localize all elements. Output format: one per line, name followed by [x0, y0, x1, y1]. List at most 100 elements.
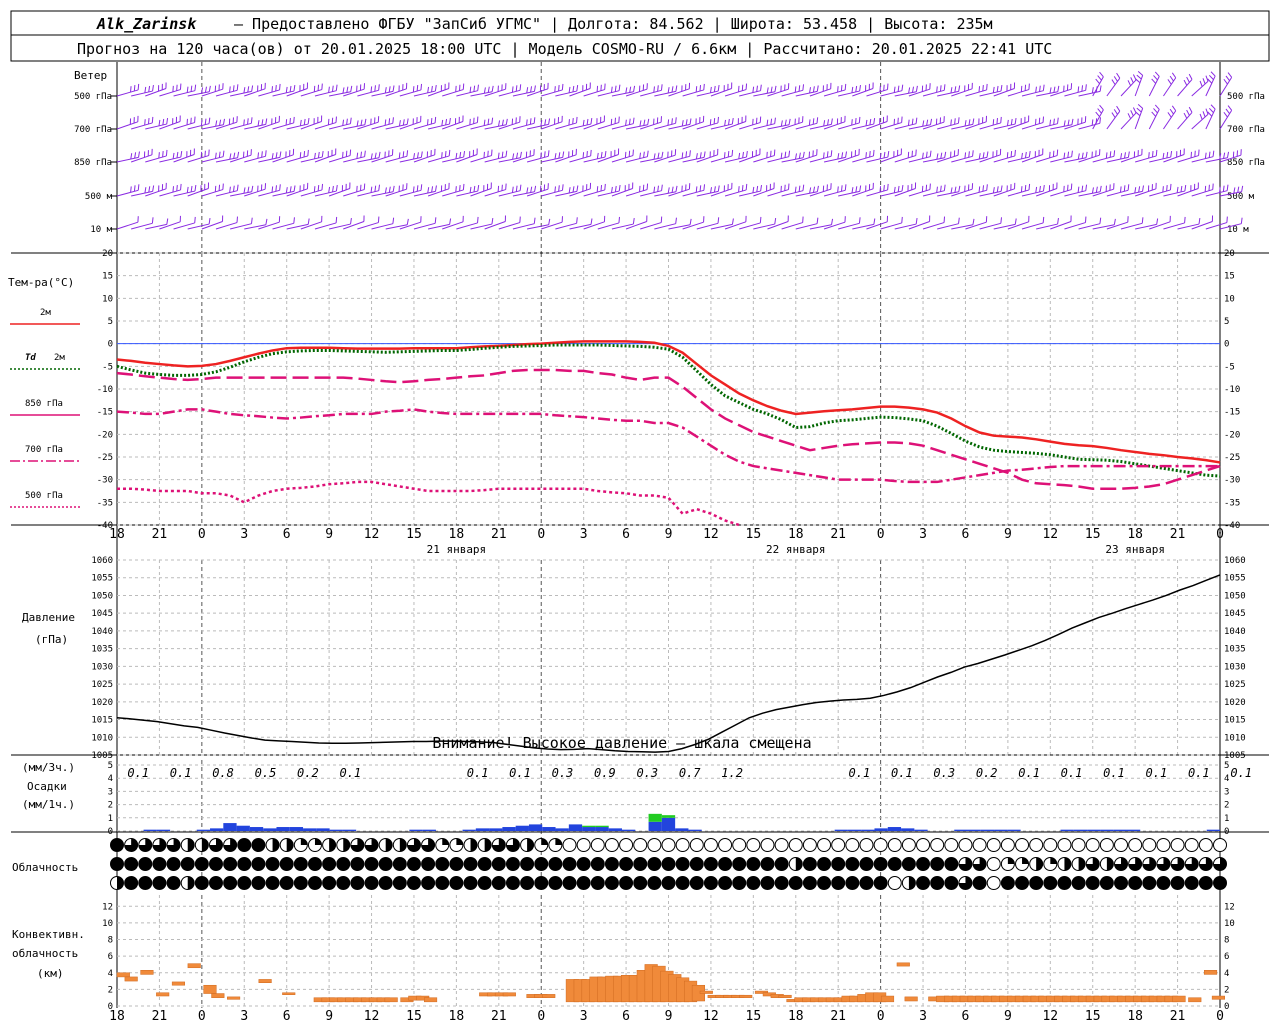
cloud-symbol — [435, 857, 450, 871]
wind-barb — [329, 218, 352, 230]
wind-barb — [625, 183, 649, 197]
prec-ytick-right: 4 — [1224, 774, 1229, 784]
conv-bar — [384, 997, 398, 1003]
wind-barb — [456, 148, 478, 163]
cloud-symbol — [944, 838, 959, 852]
wind-barb — [696, 148, 719, 163]
wind-barb — [555, 185, 579, 197]
wind-barb — [640, 151, 664, 163]
cloud-symbol — [930, 838, 945, 852]
prec-sum-3h: 0.1 — [891, 766, 913, 780]
wind-barb — [1050, 183, 1073, 197]
wind-barb — [597, 185, 621, 197]
wind-barb — [555, 148, 577, 163]
wind-barb — [314, 116, 337, 130]
wind-barb — [922, 84, 946, 97]
cloud-symbol — [293, 876, 308, 890]
wind-barb — [286, 149, 309, 163]
wind-barb — [767, 150, 791, 163]
wind-barb — [555, 217, 578, 230]
wind-level-label-right: 500 гПа — [1227, 92, 1265, 102]
prec-sum-3h: 0.8 — [212, 766, 234, 780]
wind-barb — [682, 115, 705, 130]
wind-barb — [371, 117, 394, 130]
cloud-symbol — [124, 838, 139, 852]
wind-barb — [244, 183, 267, 197]
cloud-symbol — [406, 838, 421, 852]
wind-barb — [951, 118, 975, 130]
prec-bar-snow — [475, 828, 490, 831]
cloud-symbol — [180, 857, 195, 871]
prec-bar-snow — [994, 829, 1008, 831]
cloud-symbol — [307, 876, 322, 890]
cloud-symbol — [873, 838, 888, 852]
wind-barb — [979, 185, 1003, 197]
wind-barb — [512, 185, 537, 197]
conv-ytick-right: 2 — [1224, 985, 1229, 995]
cloud-symbol — [1000, 876, 1015, 890]
wind-barb — [583, 215, 606, 230]
prec-bar-snow — [143, 829, 157, 831]
wind-barb — [399, 216, 422, 230]
pres-ytick-left: 1035 — [91, 645, 113, 655]
prec-unit-3h: (мм/3ч.) — [22, 761, 75, 774]
pres-ytick-right: 1015 — [1224, 716, 1246, 726]
cloud-symbol — [576, 838, 591, 852]
prec-sum-3h: 0.3 — [933, 766, 955, 780]
cloud-symbol — [1015, 876, 1030, 890]
cloud-symbol — [817, 876, 832, 890]
wind-barb — [809, 150, 833, 163]
wind-level-label-left: 700 гПа — [74, 125, 112, 135]
x-hour-label-bottom: 15 — [746, 1009, 762, 1024]
prec-sum-3h: 0.1 — [1146, 766, 1168, 780]
cloud-symbol — [237, 876, 252, 890]
cloud-symbol — [166, 838, 181, 852]
cloud-symbol — [916, 838, 931, 852]
cloud-symbol — [1198, 857, 1213, 871]
wind-barb — [427, 82, 450, 97]
wind-barb — [399, 83, 423, 97]
wind-barb — [526, 150, 550, 163]
wind-barb — [569, 118, 593, 130]
conv-bar — [156, 992, 170, 997]
cloud-symbol — [406, 857, 421, 871]
wind-barb — [555, 85, 579, 97]
wind-barb — [498, 184, 522, 197]
wind-barb — [1050, 215, 1072, 230]
wind-barb — [937, 117, 960, 130]
wind-barb — [300, 183, 324, 197]
cloud-symbol — [208, 838, 223, 852]
cloud-symbol — [746, 857, 761, 871]
cloud-symbol — [859, 857, 874, 871]
wind-barb — [470, 85, 494, 97]
prec-bar-snow — [276, 827, 290, 831]
wind-barb — [1191, 150, 1215, 163]
x-hour-label-bottom: 21 — [491, 1009, 507, 1024]
wind-barb — [696, 116, 719, 130]
prec-bar-snow — [967, 829, 981, 831]
wind-barb — [385, 118, 409, 130]
wind-barb — [795, 149, 818, 163]
wind-barb — [1021, 84, 1045, 97]
cloud-symbol — [1142, 857, 1157, 871]
cloud-symbol — [1043, 838, 1058, 852]
wind-barb — [328, 117, 352, 130]
wind-barb — [470, 117, 494, 130]
wind-barb — [116, 115, 139, 130]
wind-barb — [201, 183, 224, 197]
cloud-symbol — [152, 838, 167, 852]
cloud-symbol — [590, 876, 605, 890]
x-hour-label: 18 — [109, 527, 125, 542]
cloud-symbol — [562, 876, 577, 890]
wind-barb — [1177, 106, 1193, 130]
wind-barb — [343, 150, 366, 163]
prec-unit-1h: (мм/1ч.) — [22, 798, 75, 811]
wind-barb — [1036, 149, 1059, 163]
wind-barb — [1148, 71, 1160, 97]
wind-barb — [965, 151, 989, 163]
wind-barb — [838, 217, 861, 230]
prec-bar-snow — [675, 828, 689, 831]
wind-barb — [654, 117, 677, 130]
cloud-symbol — [901, 876, 916, 890]
